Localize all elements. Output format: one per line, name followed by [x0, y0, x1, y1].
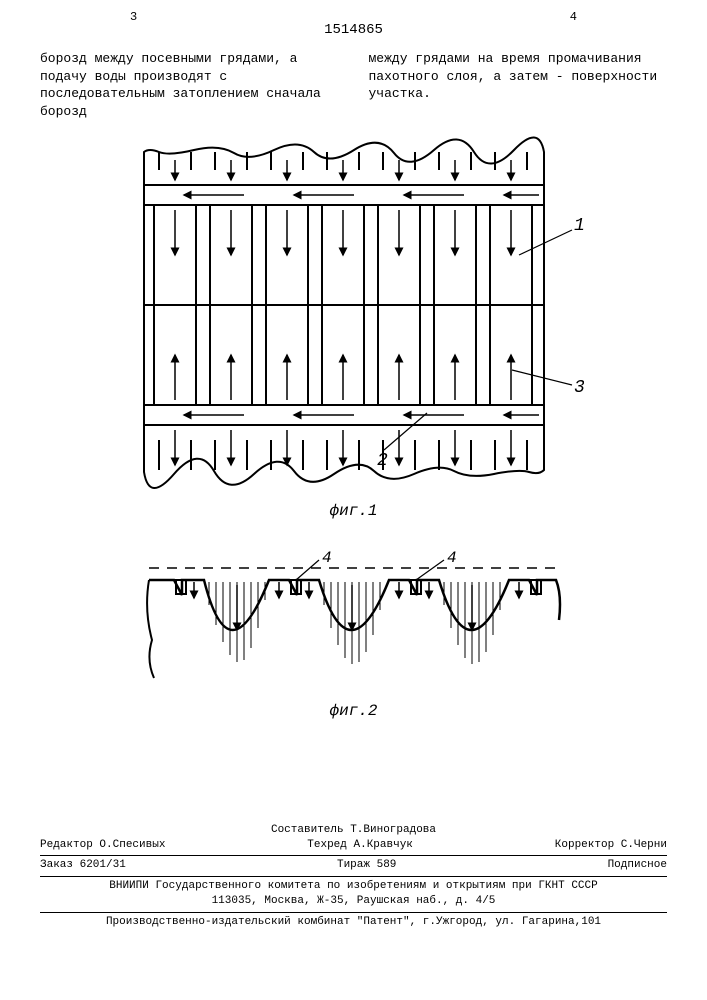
footer-divider-1 — [40, 855, 667, 856]
techred: Техред А.Кравчук — [307, 838, 413, 853]
address: 113035, Москва, Ж-35, Раушская наб., д. … — [40, 894, 667, 909]
figure-1-label: фиг.1 — [40, 502, 667, 520]
editor: Редактор О.Спесивых — [40, 838, 165, 853]
figure-1-svg: 1 2 3 — [124, 130, 584, 500]
column-left: борозд между посевными грядами, а подачу… — [40, 50, 339, 120]
subscription: Подписное — [608, 858, 667, 873]
page-number-left: 3 — [130, 10, 137, 24]
figure-2-svg: 4 4 — [124, 550, 584, 700]
figure-2: 4 4 фиг.2 — [40, 550, 667, 720]
corrector: Корректор С.Черни — [555, 838, 667, 853]
figure-2-label: фиг.2 — [40, 702, 667, 720]
annotation-4b: 4 — [447, 550, 457, 567]
credits-row: Редактор О.Спесивых Техред А.Кравчук Кор… — [40, 838, 667, 853]
annotation-1: 1 — [574, 216, 584, 236]
annotation-4a: 4 — [322, 550, 332, 567]
footer-divider-2 — [40, 876, 667, 877]
order: Заказ 6201/31 — [40, 858, 126, 873]
patent-number: 1514865 — [324, 22, 383, 38]
compiler: Составитель Т.Виноградова — [40, 823, 667, 838]
printer: Производственно-издательский комбинат "П… — [40, 915, 667, 930]
footer-divider-3 — [40, 912, 667, 913]
text-columns: борозд между посевными грядами, а подачу… — [40, 50, 667, 120]
page-number-right: 4 — [570, 10, 577, 24]
page: 3 4 1514865 борозд между посевными гряда… — [0, 0, 707, 1000]
annotation-3: 3 — [574, 378, 584, 398]
order-row: Заказ 6201/31 Тираж 589 Подписное — [40, 858, 667, 873]
annotation-2: 2 — [377, 451, 388, 471]
figure-1: 1 2 3 фиг.1 — [40, 130, 667, 520]
org: ВНИИПИ Государственного комитета по изоб… — [40, 879, 667, 894]
circulation: Тираж 589 — [337, 858, 396, 873]
column-right: между грядами на время промачивания пахо… — [369, 50, 668, 120]
footer: Составитель Т.Виноградова Редактор О.Спе… — [40, 823, 667, 930]
